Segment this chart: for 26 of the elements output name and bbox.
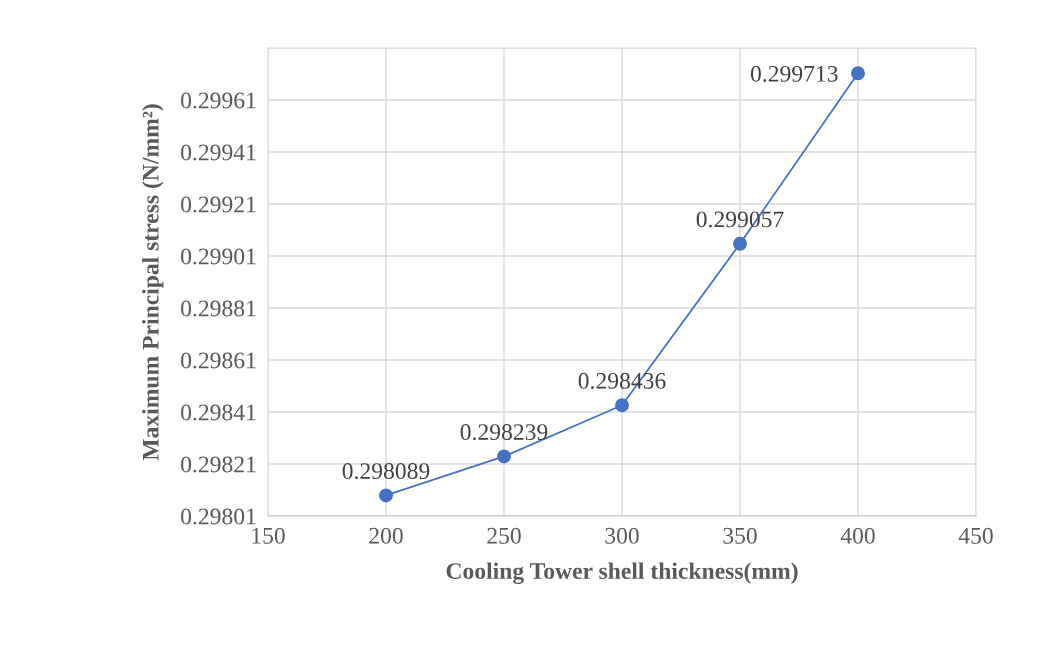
y-tick-label: 0.29861 <box>181 352 256 369</box>
y-tick-label: 0.29961 <box>181 92 256 109</box>
y-tick-label: 0.29941 <box>181 144 256 161</box>
point <box>615 398 629 413</box>
x-tick-label: 250 <box>487 527 521 544</box>
y-tick-label: 0.29921 <box>181 196 256 213</box>
point <box>733 236 747 251</box>
y-tick-label: 0.29881 <box>181 300 256 317</box>
x-tick-label: 200 <box>369 527 403 544</box>
y-tick-label: 0.29801 <box>181 508 256 525</box>
data-label: 0.298239 <box>460 424 548 441</box>
point <box>379 488 393 503</box>
data-label: 0.299713 <box>750 65 838 82</box>
x-axis-title: Cooling Tower shell thickness(mm) <box>446 562 798 585</box>
data-label: 0.298089 <box>342 463 430 480</box>
y-axis-title: Maximum Principal stress (N/mm²) <box>142 104 164 461</box>
x-tick-label: 350 <box>723 527 757 544</box>
y-tick-label: 0.29901 <box>181 248 256 265</box>
y-tick-label: 0.29821 <box>181 456 256 473</box>
y-tick-label: 0.29841 <box>181 404 256 421</box>
x-tick-label: 150 <box>252 527 285 544</box>
point <box>497 449 511 464</box>
x-tick-label: 450 <box>958 527 993 544</box>
x-tick-label: 300 <box>605 527 639 544</box>
x-tick-label: 400 <box>840 527 875 544</box>
point <box>851 66 865 81</box>
